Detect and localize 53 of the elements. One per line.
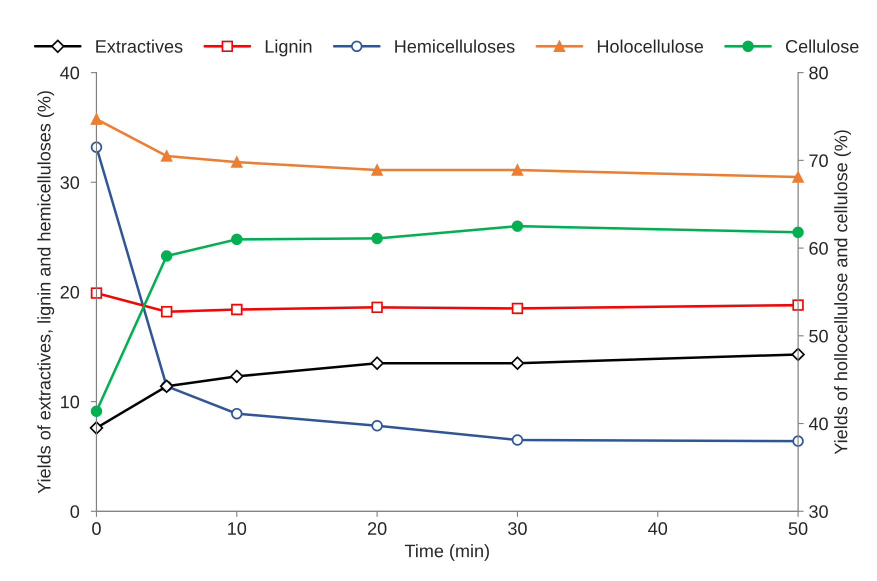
y2-tick-label: 80 bbox=[809, 66, 828, 80]
point bbox=[512, 302, 524, 314]
y2-tick-label: 60 bbox=[809, 242, 828, 255]
point bbox=[231, 156, 242, 168]
y-tick-label: 40 bbox=[60, 66, 80, 80]
point bbox=[231, 234, 242, 246]
point bbox=[231, 408, 242, 420]
y2-tick-label: 40 bbox=[808, 417, 828, 430]
point bbox=[792, 299, 804, 311]
point bbox=[512, 220, 524, 232]
x-tick-label: 20 bbox=[368, 522, 386, 535]
point bbox=[371, 164, 383, 176]
y-tick-label: 0 bbox=[70, 505, 80, 518]
point bbox=[512, 164, 524, 176]
point bbox=[792, 435, 804, 447]
x-tick-label: 10 bbox=[228, 522, 246, 535]
y-tick-label: 30 bbox=[60, 176, 80, 190]
x-tick-label: 40 bbox=[648, 522, 668, 535]
x-tick-label: 30 bbox=[508, 522, 527, 535]
point bbox=[791, 348, 805, 362]
point bbox=[160, 250, 172, 262]
legend-label: Lignin bbox=[266, 40, 312, 56]
point bbox=[90, 421, 104, 435]
y2-tick-label: 50 bbox=[809, 330, 828, 343]
point bbox=[792, 171, 804, 183]
point bbox=[371, 420, 383, 432]
point bbox=[90, 287, 102, 299]
point bbox=[370, 356, 384, 370]
x-tick-label: 50 bbox=[788, 522, 808, 535]
point bbox=[90, 113, 102, 125]
y-tick-label: 10 bbox=[61, 396, 80, 408]
legend-label: Holocellulose bbox=[598, 40, 704, 53]
x-axis-title: Time (min) bbox=[404, 544, 489, 561]
y-axis-title: Yields of extractives, lignin and hemicelluloses (%) bbox=[37, 91, 54, 494]
legend-label: Hemicelluloses bbox=[395, 40, 515, 53]
legend-label: Cellulose bbox=[786, 40, 859, 53]
point bbox=[371, 302, 383, 313]
point bbox=[371, 232, 383, 244]
point bbox=[512, 434, 524, 446]
y2-tick-label: 30 bbox=[809, 505, 828, 518]
point bbox=[90, 142, 102, 153]
x-tick-label: 0 bbox=[92, 522, 101, 535]
y2-axis-title: Yields of hollocellulose and cellulose (%) bbox=[834, 130, 851, 454]
point bbox=[230, 370, 244, 384]
point bbox=[510, 356, 524, 370]
point bbox=[792, 226, 804, 238]
legend-label: Extractives bbox=[96, 40, 182, 53]
y-tick-label: 20 bbox=[60, 286, 80, 299]
point bbox=[90, 406, 102, 417]
point bbox=[160, 306, 172, 318]
y2-tick-label: 70 bbox=[809, 154, 828, 168]
point bbox=[231, 304, 242, 316]
point bbox=[160, 150, 172, 162]
